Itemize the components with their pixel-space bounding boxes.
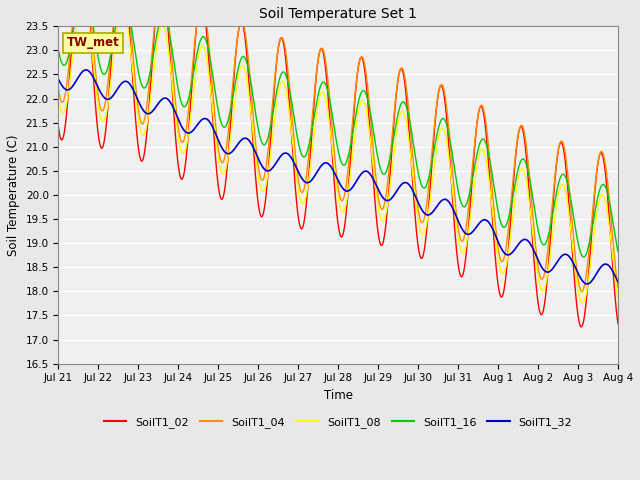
SoilT1_32 (563, 252, 570, 257)
Legend: SoilT1_02, SoilT1_04, SoilT1_08, SoilT1_16, SoilT1_32: SoilT1_02, SoilT1_04, SoilT1_08, SoilT1_… (100, 413, 577, 432)
SoilT1_16 (238, 55, 246, 60)
SoilT1_32 (54, 76, 62, 82)
SoilT1_08 (614, 295, 622, 301)
Line: SoilT1_08: SoilT1_08 (58, 0, 618, 303)
SoilT1_08 (70, 38, 78, 44)
SoilT1_32 (70, 81, 78, 87)
SoilT1_04 (614, 285, 622, 290)
Line: SoilT1_02: SoilT1_02 (58, 0, 618, 327)
SoilT1_08 (205, 69, 212, 75)
SoilT1_32 (527, 241, 534, 247)
SoilT1_02 (205, 54, 212, 60)
X-axis label: Time: Time (324, 389, 353, 402)
SoilT1_16 (580, 254, 588, 260)
SoilT1_02 (563, 168, 570, 173)
SoilT1_04 (70, 0, 78, 5)
SoilT1_02 (238, 19, 246, 25)
SoilT1_32 (82, 67, 90, 73)
SoilT1_08 (238, 63, 246, 69)
SoilT1_02 (614, 321, 622, 326)
SoilT1_32 (205, 118, 212, 123)
SoilT1_32 (147, 110, 154, 116)
SoilT1_04 (238, 19, 246, 24)
SoilT1_08 (147, 99, 154, 105)
SoilT1_04 (578, 288, 586, 294)
Line: SoilT1_32: SoilT1_32 (58, 70, 618, 284)
SoilT1_04 (563, 157, 570, 163)
Line: SoilT1_16: SoilT1_16 (58, 0, 618, 257)
Y-axis label: Soil Temperature (C): Soil Temperature (C) (7, 134, 20, 256)
SoilT1_08 (54, 96, 62, 101)
Line: SoilT1_04: SoilT1_04 (58, 0, 618, 291)
SoilT1_04 (147, 71, 154, 77)
Text: TW_met: TW_met (67, 36, 120, 49)
SoilT1_16 (527, 180, 534, 186)
SoilT1_32 (238, 137, 246, 143)
SoilT1_32 (583, 281, 591, 287)
SoilT1_08 (578, 300, 586, 306)
SoilT1_16 (563, 176, 570, 182)
SoilT1_02 (577, 324, 585, 330)
SoilT1_16 (614, 248, 622, 254)
SoilT1_16 (54, 48, 62, 53)
SoilT1_02 (70, 4, 78, 10)
Title: Soil Temperature Set 1: Soil Temperature Set 1 (259, 7, 417, 21)
SoilT1_04 (54, 86, 62, 92)
SoilT1_16 (70, 21, 78, 27)
SoilT1_02 (54, 125, 62, 131)
SoilT1_04 (527, 184, 534, 190)
SoilT1_16 (205, 47, 212, 53)
SoilT1_08 (563, 193, 570, 199)
SoilT1_32 (614, 279, 622, 285)
SoilT1_02 (527, 206, 534, 212)
SoilT1_08 (527, 209, 534, 215)
SoilT1_04 (205, 38, 212, 44)
SoilT1_02 (147, 87, 154, 93)
SoilT1_16 (147, 69, 154, 75)
